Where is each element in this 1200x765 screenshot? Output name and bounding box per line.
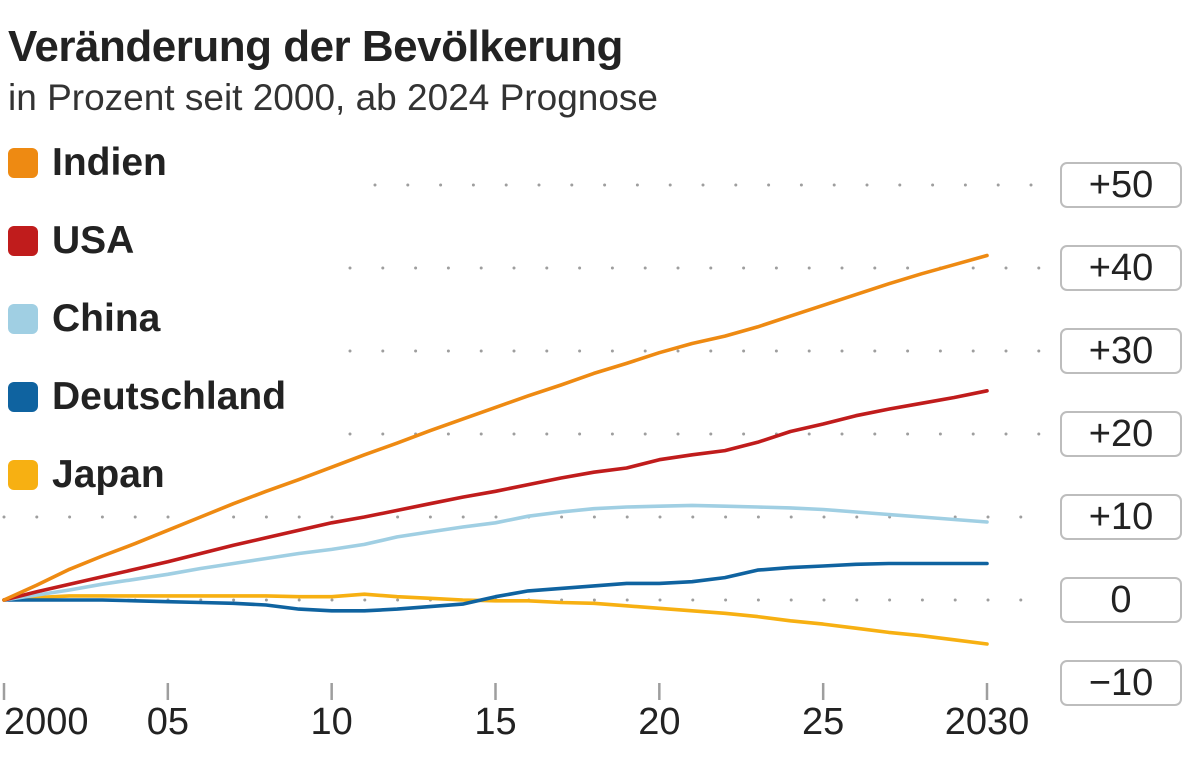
chart-title: Veränderung der Bevölkerung: [8, 22, 623, 71]
y-tick-label: +30: [1060, 328, 1182, 374]
x-tick-label: 25: [802, 701, 845, 743]
series-line-usa: [2, 388, 989, 602]
legend-label: Indien: [52, 141, 167, 184]
legend-item-indien: Indien: [8, 124, 348, 202]
legend-item-japan: Japan: [8, 436, 348, 514]
legend-item-deutschland: Deutschland: [8, 358, 348, 436]
gridlines: [2, 183, 1047, 602]
y-tick-label: −10: [1060, 660, 1182, 706]
series-line-indien: [2, 253, 989, 602]
y-tick-label: 0: [1060, 577, 1182, 623]
legend-swatch: [8, 382, 38, 412]
series-line-china: [2, 503, 989, 602]
x-tick-label: 2000: [4, 701, 89, 743]
x-tick-label: 15: [474, 701, 517, 743]
series-lines: [2, 253, 989, 646]
legend-label: USA: [52, 219, 135, 262]
legend-swatch: [8, 148, 38, 178]
x-tick-label: 05: [146, 701, 189, 743]
legend-label: Deutschland: [52, 375, 287, 418]
legend-label: Japan: [52, 453, 165, 496]
legend-swatch: [8, 226, 38, 256]
legend-swatch: [8, 304, 38, 334]
legend: Indien USA China Deutschland Japan: [8, 124, 348, 514]
y-tick-label: +20: [1060, 411, 1182, 457]
x-tick-label: 10: [310, 701, 353, 743]
legend-item-china: China: [8, 280, 348, 358]
y-tick-label: +10: [1060, 494, 1182, 540]
y-tick-label: +40: [1060, 245, 1182, 291]
x-tick-label: 2030: [944, 701, 1030, 743]
legend-label: China: [52, 297, 161, 340]
chart-subtitle: in Prozent seit 2000, ab 2024 Prognose: [8, 77, 659, 118]
x-axis-ticks: [2, 683, 989, 700]
y-tick-label: +50: [1060, 162, 1182, 208]
x-tick-label: 20: [638, 701, 681, 743]
series-line-japan: [2, 592, 989, 646]
legend-swatch: [8, 460, 38, 490]
series-line-deutschland: [2, 561, 989, 613]
legend-item-usa: USA: [8, 202, 348, 280]
